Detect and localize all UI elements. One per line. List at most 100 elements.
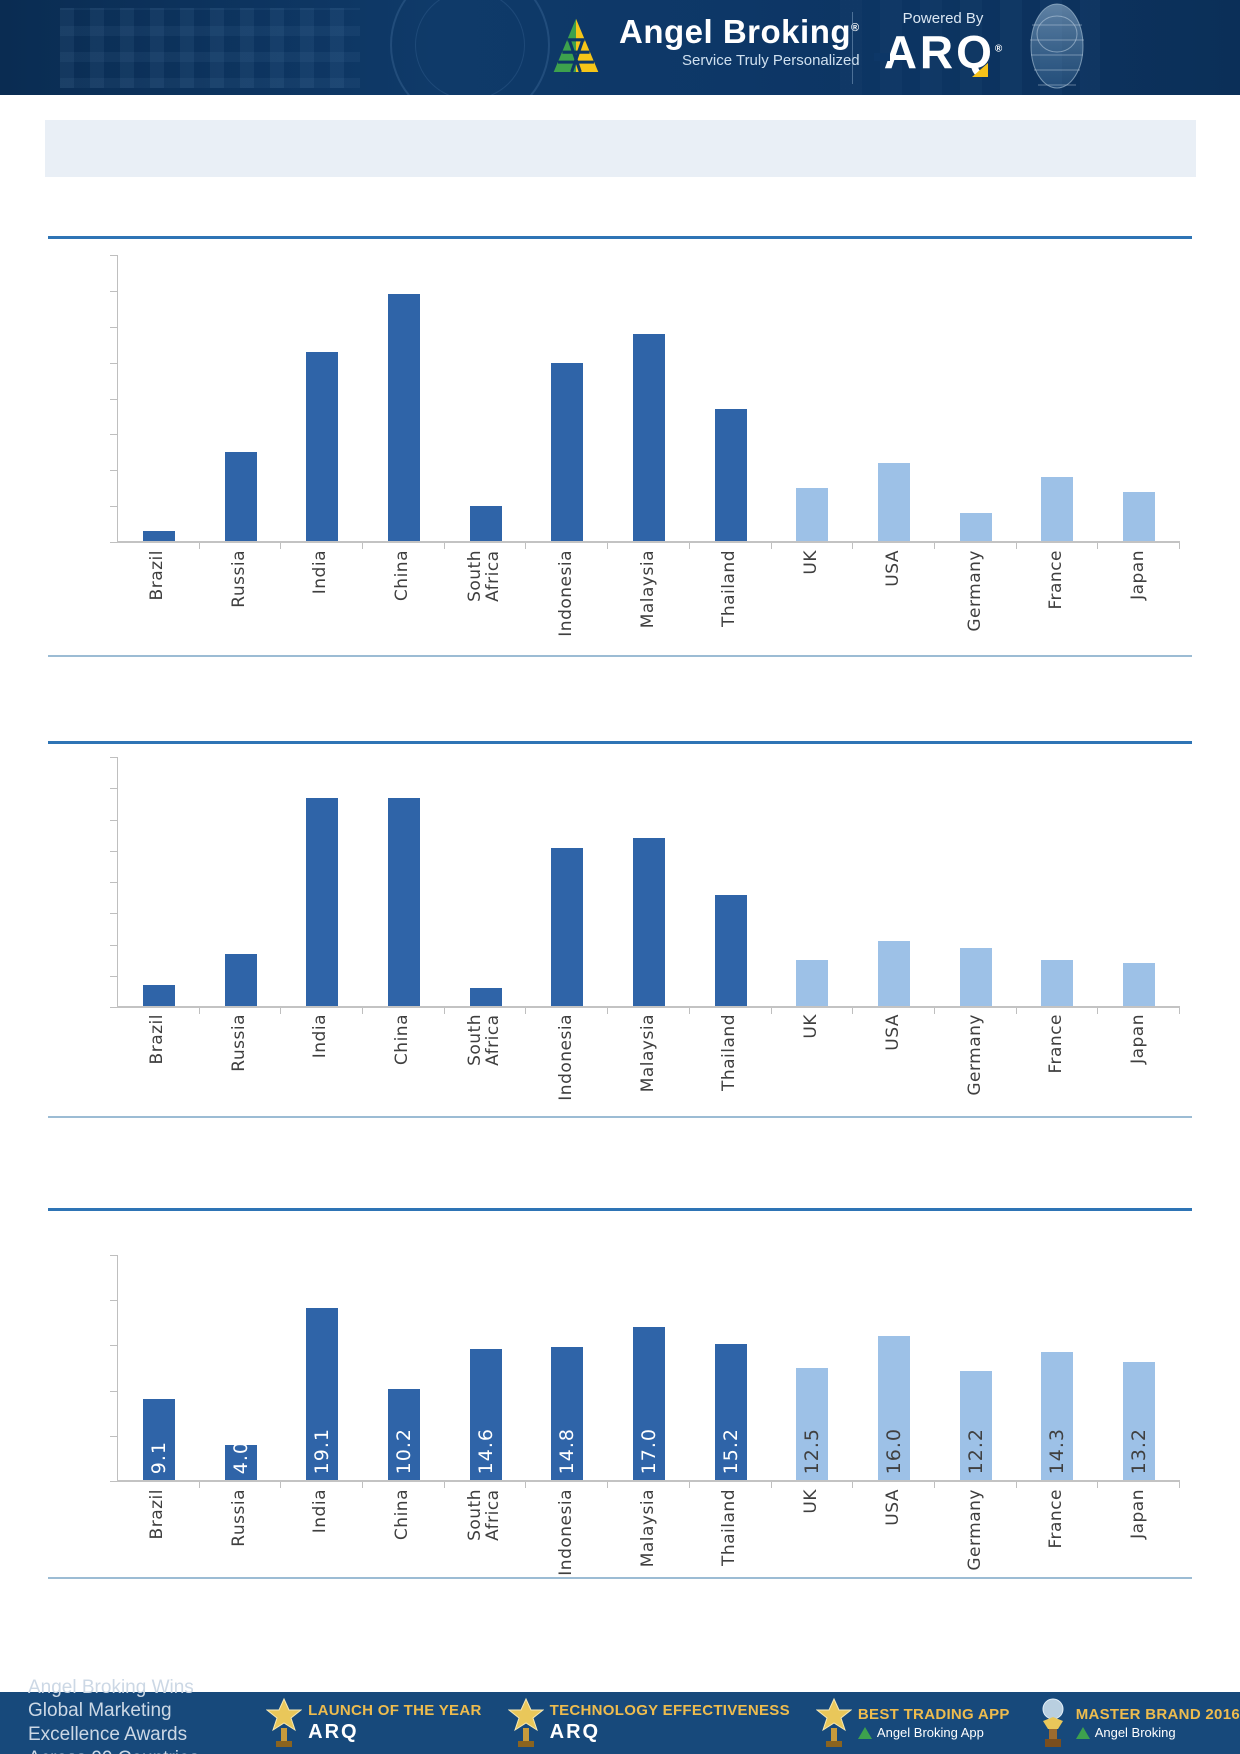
bar-usa — [878, 463, 911, 542]
bar-slot — [281, 757, 363, 1014]
category-label: India — [310, 1489, 331, 1534]
award-subtitle-arq: ARQ — [549, 1721, 601, 1743]
bar-slot: 12.2 — [935, 1255, 1017, 1488]
bar-slot — [853, 255, 935, 549]
category-label: Malaysia — [637, 1489, 658, 1568]
category-label: UK — [801, 1014, 822, 1039]
bar-india — [306, 351, 339, 542]
bar-slot — [772, 255, 854, 549]
category-label: South Africa — [465, 550, 503, 602]
bar-usa: 16.0 — [878, 1336, 911, 1481]
category-label: USA — [882, 1014, 903, 1051]
category-label: Brazil — [146, 1014, 167, 1065]
award-subtitle: Angel Broking App — [876, 1725, 984, 1740]
angel-broking-logo-icon — [545, 14, 607, 83]
bar-slot: 12.5 — [772, 1255, 854, 1488]
y-axis-tick — [110, 788, 118, 790]
bar-value-label: 9.1 — [147, 1440, 170, 1474]
bar-slot — [608, 757, 690, 1014]
bar-malaysia: 17.0 — [632, 1327, 665, 1481]
bar-value-label: 4.0 — [229, 1440, 252, 1474]
bar-slot: 16.0 — [853, 1255, 935, 1488]
bar-value-label: 14.8 — [556, 1427, 579, 1474]
bar-germany — [959, 947, 992, 1007]
award-title: MASTER BRAND 2016 — [1075, 1706, 1240, 1723]
category-label: China — [392, 1014, 413, 1066]
category-label: India — [310, 1014, 331, 1059]
y-axis-tick — [110, 975, 118, 977]
bar-value-label: 12.2 — [964, 1427, 987, 1474]
footer-banner: Angel Broking Wins Global Marketing Exce… — [0, 1677, 1240, 1754]
y-axis-tick — [110, 290, 118, 292]
bar-slot — [935, 757, 1017, 1014]
chart2-category-axis: Brazil Russia India China South Africa Indone… — [117, 1014, 1180, 1112]
bar-slot — [445, 255, 527, 549]
category-label: China — [392, 550, 413, 602]
bar-slot — [363, 255, 445, 549]
y-axis-tick — [110, 944, 118, 946]
award-subtitle-arq: ARQ — [308, 1721, 359, 1743]
category-label: Indonesia — [555, 550, 576, 637]
bar-value-label: 12.5 — [801, 1427, 824, 1474]
y-axis-tick — [110, 326, 118, 328]
bar-slot — [1017, 255, 1099, 549]
bar-slot — [690, 757, 772, 1014]
category-label: Russia — [228, 1014, 249, 1072]
angel-logo-icon — [1075, 1726, 1090, 1739]
category-label: Russia — [228, 550, 249, 608]
category-label: Indonesia — [555, 1489, 576, 1576]
category-label: Japan — [1128, 550, 1149, 600]
category-label: France — [1046, 1014, 1067, 1074]
category-label: Germany — [964, 550, 985, 632]
header-banner: Angel Broking® Service Truly Personalize… — [0, 0, 1240, 95]
angel-logo-icon — [857, 1726, 872, 1739]
category-label: France — [1046, 550, 1067, 610]
bar-slot — [935, 255, 1017, 549]
y-axis-tick — [110, 1435, 118, 1437]
y-axis-tick — [110, 913, 118, 915]
bar-slot — [526, 757, 608, 1014]
chart1-plot-area — [110, 255, 1180, 549]
bar-uk: 12.5 — [796, 1368, 829, 1481]
y-axis-tick — [110, 506, 118, 508]
bar-slot — [118, 255, 200, 549]
chart3-category-axis: Brazil Russia India China South Africa Indone… — [117, 1489, 1180, 1576]
bar-slot — [200, 757, 282, 1014]
bar-russia — [224, 953, 257, 1007]
category-label: UK — [801, 550, 822, 575]
bar-slot: 19.1 — [281, 1255, 363, 1488]
registered-mark: ® — [851, 22, 860, 34]
bar-indonesia — [551, 847, 584, 1007]
bar-value-label: 19.1 — [311, 1427, 334, 1474]
bar-china — [387, 294, 420, 542]
bar-malaysia — [632, 838, 665, 1007]
category-label: China — [392, 1489, 413, 1541]
bar-india — [306, 797, 339, 1007]
bar-indonesia: 14.8 — [551, 1347, 584, 1481]
bar-uk — [796, 960, 829, 1007]
award-master-brand-2016: MASTER BRAND 2016 Angel Broking — [1036, 1697, 1240, 1749]
bar-russia: 4.0 — [224, 1441, 257, 1481]
category-label: Japan — [1128, 1014, 1149, 1064]
y-axis-tick — [110, 1345, 118, 1347]
bar-slot — [118, 757, 200, 1014]
category-label: Indonesia — [555, 1014, 576, 1101]
y-axis-tick — [110, 757, 118, 758]
y-axis-tick — [110, 1481, 118, 1482]
bar-slot: 15.2 — [690, 1255, 772, 1488]
chart2-plot-area — [110, 757, 1180, 1014]
bar-thailand: 15.2 — [714, 1343, 747, 1481]
bar-slot — [853, 757, 935, 1014]
bar-slot: 13.2 — [1098, 1255, 1180, 1488]
trophy-star-icon — [507, 1697, 544, 1747]
category-label: Brazil — [146, 1489, 167, 1540]
footer-line2: Excellence Awards Across 90 Countries — [28, 1724, 199, 1754]
award-technology-effectiveness: TECHNOLOGY EFFECTIVENESS ARQ — [507, 1697, 790, 1749]
bar-slot — [1098, 757, 1180, 1014]
arq-yellow-triangle-icon — [972, 63, 988, 77]
y-axis-tick — [110, 1390, 118, 1392]
section1-top-rule — [48, 236, 1192, 239]
category-label: Brazil — [146, 550, 167, 601]
category-label: Japan — [1128, 1489, 1149, 1539]
